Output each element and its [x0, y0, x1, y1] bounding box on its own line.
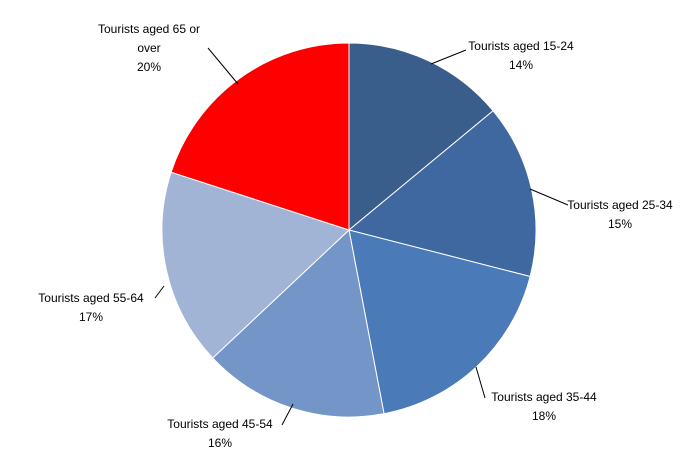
- slice-labels: Tourists aged 15-24 14% Tourists aged 25-3…: [38, 22, 673, 450]
- pie-slice-5: [161, 171, 350, 359]
- slice-value-label-4: 16%: [208, 436, 232, 450]
- leader-lines: [154, 47, 569, 426]
- slice-name-label-6-line-1: Tourists aged 65 or: [98, 22, 200, 36]
- pie-slice-3: [348, 229, 531, 415]
- slice-value-label-3: 18%: [532, 409, 556, 423]
- leader-line-6: [207, 47, 239, 85]
- slice-name-label-3-line-1: Tourists aged 35-44: [491, 390, 597, 404]
- slice-value-label-2: 15%: [608, 217, 632, 231]
- leader-line-3: [475, 366, 486, 399]
- slice-name-label-5-line-1: Tourists aged 55-64: [38, 291, 144, 305]
- slice-name-label-2-line-1: Tourists aged 25-34: [567, 198, 673, 212]
- leader-line-1: [430, 49, 467, 65]
- pie-slice-1: [348, 42, 494, 232]
- slice-value-label-1: 14%: [509, 58, 533, 72]
- slice-name-label-6-line-2: over: [137, 41, 160, 55]
- leader-line-4: [281, 403, 294, 426]
- leader-line-2: [529, 188, 569, 206]
- slice-name-label-1-line-1: Tourists aged 15-24: [468, 39, 574, 53]
- slice-value-label-5: 17%: [79, 310, 103, 324]
- slice-value-label-6: 20%: [137, 60, 161, 74]
- leader-line-5: [154, 285, 165, 299]
- pie-slices: [161, 42, 537, 418]
- slice-name-label-4-line-1: Tourists aged 45-54: [167, 417, 273, 431]
- pie-slice-6: [170, 42, 350, 231]
